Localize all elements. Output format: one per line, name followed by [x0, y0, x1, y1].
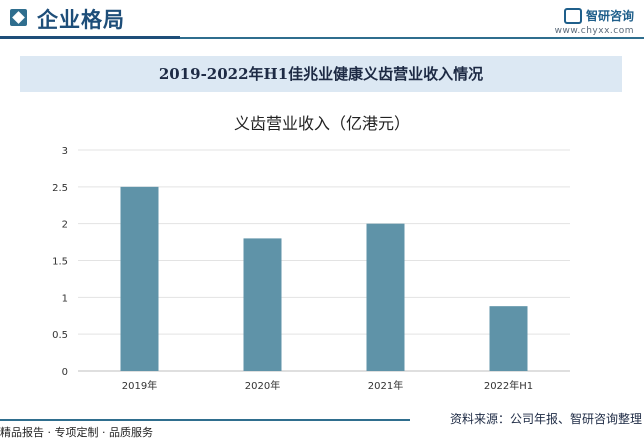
- header-rule-accent: [0, 36, 180, 39]
- header: 企业格局 智研咨询 www.chyxx.com: [0, 0, 644, 39]
- header-rule: [0, 37, 644, 39]
- y-tick-label: 3: [62, 146, 68, 157]
- brand-logo: 智研咨询 www.chyxx.com: [555, 5, 634, 36]
- bar: [489, 306, 528, 371]
- bar: [243, 238, 282, 371]
- chart-title: 义齿营业收入（亿港元）: [233, 114, 410, 133]
- data-source: 资料来源：公司年报、智研咨询整理: [449, 412, 642, 426]
- bar: [366, 223, 405, 371]
- x-tick-label: 2020年: [245, 379, 280, 392]
- logo-url: www.chyxx.com: [554, 26, 634, 36]
- y-tick-label: 1: [62, 293, 68, 304]
- x-tick-label: 2019年: [122, 379, 157, 392]
- y-tick-label: 2.5: [52, 183, 68, 194]
- y-tick-label: 0: [62, 367, 68, 378]
- chart-banner-title: 2019-2022年H1佳兆业健康义齿营业收入情况: [20, 56, 622, 92]
- page-title: 企业格局: [37, 8, 125, 32]
- footer-tagline: 精品报告 · 专项定制 · 品质服务: [0, 426, 153, 439]
- footer-rule: [0, 419, 410, 421]
- x-tick-label: 2022年H1: [484, 379, 533, 392]
- y-tick-label: 2: [62, 220, 68, 231]
- logo-name: 智研咨询: [585, 9, 634, 23]
- y-tick-label: 0.5: [52, 330, 68, 341]
- logo-icon: [563, 7, 582, 24]
- bar: [120, 186, 159, 371]
- x-tick-label: 2021年: [368, 379, 403, 392]
- y-tick-label: 1.5: [52, 257, 68, 268]
- section-icon: [10, 9, 27, 26]
